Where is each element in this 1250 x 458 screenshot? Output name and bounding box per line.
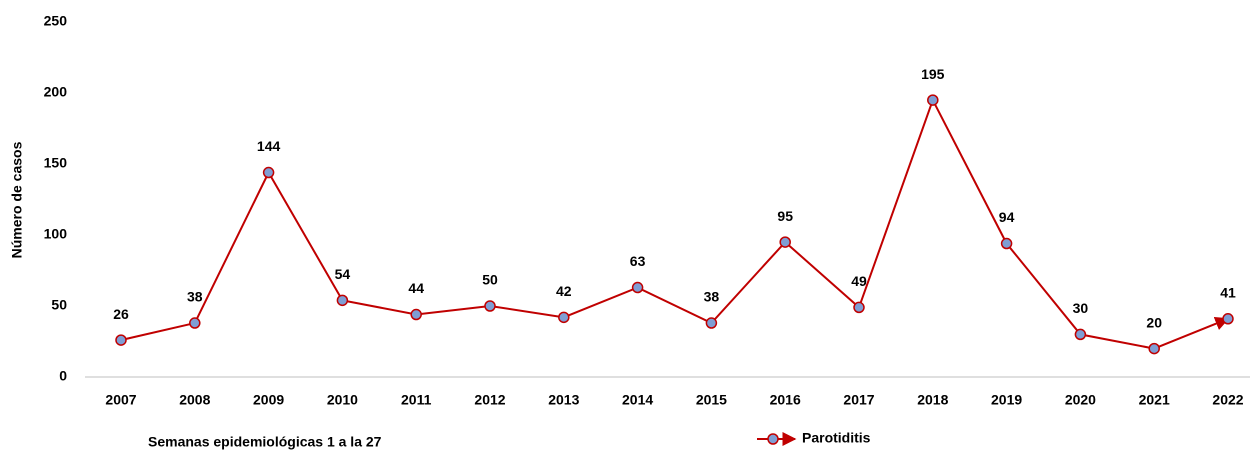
data-label: 195 — [921, 66, 945, 82]
data-label: 50 — [482, 272, 498, 288]
marker — [262, 166, 275, 179]
x-tick-label: 2018 — [917, 392, 948, 408]
legend-marker — [767, 433, 779, 445]
data-label: 49 — [851, 273, 867, 289]
data-label: 54 — [335, 266, 351, 282]
y-tick-label: 250 — [44, 13, 68, 29]
data-label: 41 — [1220, 284, 1236, 300]
y-tick-label: 100 — [44, 226, 68, 242]
marker — [336, 294, 349, 307]
marker — [1074, 328, 1087, 341]
x-tick-label: 2013 — [548, 392, 579, 408]
marker — [115, 334, 127, 346]
line — [120, 97, 1230, 350]
y-axis-label: Número de casos — [9, 141, 25, 258]
x-tick-label: 2015 — [696, 392, 727, 408]
data-label: 144 — [257, 138, 281, 154]
data-label: 42 — [556, 283, 572, 299]
x-tick-label: 2016 — [770, 392, 801, 408]
marker — [484, 300, 496, 312]
marker — [705, 317, 718, 329]
y-tick-label: 0 — [59, 368, 67, 384]
x-tick-label: 2010 — [327, 392, 358, 408]
data-label: 63 — [630, 253, 646, 269]
marker — [189, 317, 201, 329]
marker — [631, 281, 644, 294]
marker — [1148, 342, 1160, 355]
annotation: Semanas epidemiológicas 1 a la 27 — [148, 434, 382, 450]
data-label: 38 — [187, 289, 203, 305]
x-tick-label: 2019 — [991, 392, 1022, 408]
data-label: 95 — [777, 208, 793, 224]
marker — [558, 311, 570, 324]
y-tick-label: 150 — [44, 155, 68, 171]
x-tick-label: 2014 — [622, 392, 653, 408]
marker — [927, 94, 939, 106]
data-label: 30 — [1073, 300, 1089, 316]
x-tick-label: 2020 — [1065, 392, 1096, 408]
x-tick-label: 2007 — [105, 392, 136, 408]
data-label: 20 — [1146, 314, 1162, 330]
legend-label: Parotiditis — [802, 430, 871, 446]
x-tick-label: 2009 — [253, 392, 284, 408]
x-tick-label: 2008 — [179, 392, 210, 408]
marker — [1222, 313, 1234, 325]
data-label: 44 — [408, 280, 424, 296]
x-tick-label: 2022 — [1212, 392, 1243, 408]
data-label: 94 — [999, 209, 1015, 225]
marker — [853, 301, 865, 314]
x-tick-label: 2021 — [1139, 392, 1170, 408]
y-tick-label: 50 — [51, 297, 67, 313]
x-tick-label: 2017 — [843, 392, 874, 408]
y-tick-label: 200 — [44, 84, 68, 100]
x-tick-label: 2012 — [474, 392, 505, 408]
marker — [1000, 237, 1013, 250]
marker — [410, 308, 422, 321]
marker — [779, 236, 791, 248]
data-label: 38 — [704, 289, 720, 305]
data-label: 26 — [113, 306, 129, 322]
x-tick-label: 2011 — [401, 392, 432, 408]
